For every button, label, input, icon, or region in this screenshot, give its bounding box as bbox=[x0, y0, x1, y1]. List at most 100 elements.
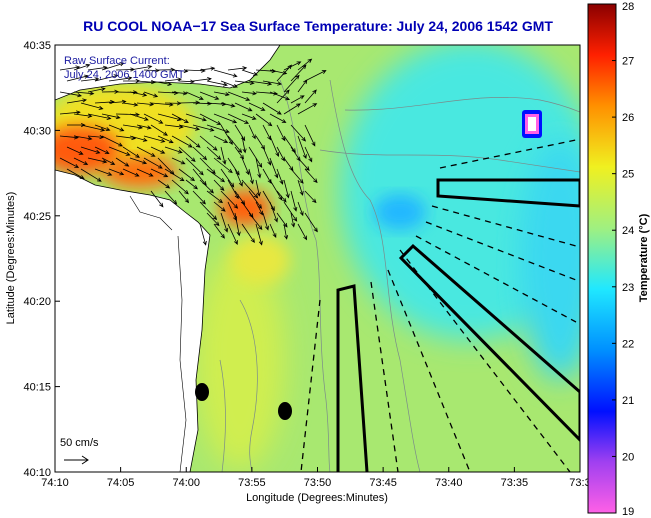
current-vector-arrow bbox=[269, 135, 280, 158]
current-vector-arrow bbox=[213, 135, 229, 143]
current-vector-arrow bbox=[150, 168, 169, 178]
current-vector-arrow bbox=[241, 135, 247, 154]
missing-data-patch bbox=[522, 110, 542, 138]
x-tick-label: 74:00 bbox=[172, 477, 200, 489]
current-vector-arrow bbox=[73, 135, 93, 141]
current-vector-arrow bbox=[290, 64, 307, 82]
current-vector-arrow bbox=[199, 201, 218, 221]
current-vector-arrow bbox=[73, 63, 91, 71]
current-vector-arrow bbox=[290, 95, 305, 104]
current-vector-arrow bbox=[66, 146, 84, 155]
current-vector-arrow bbox=[129, 91, 148, 97]
current-vector-arrow bbox=[157, 67, 176, 72]
current-vector-arrow bbox=[304, 124, 316, 147]
current-vector-arrow bbox=[122, 146, 140, 158]
chart-title: RU COOL NOAA−17 Sea Surface Temperature:… bbox=[83, 18, 553, 34]
current-vector-arrow bbox=[115, 157, 130, 167]
current-vector-arrow bbox=[220, 102, 236, 108]
current-vector-arrow bbox=[94, 168, 113, 176]
current-vector-arrow bbox=[192, 190, 206, 205]
current-vector-arrow bbox=[80, 146, 101, 154]
current-vector-arrow bbox=[94, 146, 110, 154]
current-vector-arrow bbox=[150, 124, 169, 136]
current-vector-arrow bbox=[164, 190, 178, 205]
current-vector-arrow bbox=[122, 124, 144, 130]
current-vector-arrow bbox=[276, 124, 286, 142]
current-vector-arrow bbox=[59, 110, 81, 115]
land-nj-coast bbox=[55, 170, 210, 472]
y-axis-ticks: 40:35 40:30 40:25 40:20 40:15 40:10 bbox=[23, 40, 60, 479]
current-vector-arrow bbox=[234, 102, 253, 112]
current-vector-arrow bbox=[213, 201, 226, 212]
current-vector-arrow bbox=[108, 124, 125, 132]
current-vector-arrow bbox=[304, 89, 317, 104]
current-vector-arrow bbox=[171, 68, 189, 74]
current-vector-arrow bbox=[297, 201, 304, 217]
current-vector-arrow bbox=[101, 113, 121, 120]
current-vector-arrow bbox=[220, 80, 238, 88]
current-vector-arrow bbox=[255, 223, 263, 246]
current-vector-arrow bbox=[248, 102, 266, 111]
current-vector-arrow bbox=[262, 146, 272, 166]
current-vector-arrow bbox=[66, 74, 89, 82]
current-vector-arrow bbox=[192, 124, 215, 132]
current-vector-arrow bbox=[143, 68, 160, 73]
current-vector-arrow bbox=[150, 80, 173, 86]
current-vector-arrow bbox=[227, 91, 251, 101]
current-vector-arrow bbox=[227, 135, 243, 154]
current-vector-arrow bbox=[283, 157, 294, 172]
current-vector-arrow bbox=[171, 91, 188, 96]
current-vector-arrow bbox=[73, 91, 95, 96]
current-vector-arrow bbox=[220, 212, 229, 233]
current-vector-arrow bbox=[80, 102, 104, 110]
sst-hot-plume bbox=[102, 156, 178, 188]
current-vector-arrow bbox=[255, 135, 266, 150]
vector-scale-label: 50 cm/s bbox=[60, 437, 99, 449]
current-vector-arrow bbox=[129, 113, 149, 121]
current-vector-arrow bbox=[122, 168, 140, 177]
surface-current-vectors bbox=[59, 58, 327, 246]
current-vector-arrow bbox=[290, 190, 298, 212]
current-vector-arrow bbox=[234, 146, 245, 160]
current-vector-arrow bbox=[136, 124, 152, 130]
current-vector-arrow bbox=[192, 146, 208, 161]
y-tick-label: 40:10 bbox=[23, 467, 51, 479]
current-vector-arrow bbox=[87, 135, 105, 140]
current-vector-arrow bbox=[108, 76, 133, 82]
x-tick-label: 73:35 bbox=[501, 477, 529, 489]
current-vector-arrow bbox=[80, 77, 100, 82]
colorbar-tick-label: 19 bbox=[622, 506, 634, 518]
current-vector-arrow bbox=[185, 91, 204, 100]
current-vector-arrow bbox=[185, 157, 204, 176]
river-line bbox=[177, 235, 187, 472]
current-vector-arrow bbox=[143, 91, 159, 98]
current-vector-arrow bbox=[255, 201, 263, 216]
x-tick-label: 74:05 bbox=[107, 477, 135, 489]
current-vector-arrow bbox=[206, 124, 230, 134]
current-vector-arrow bbox=[157, 135, 174, 144]
current-vector-arrow bbox=[248, 124, 256, 140]
current-vector-arrow bbox=[150, 102, 174, 107]
sst-cool-east bbox=[520, 140, 580, 380]
current-vector-arrow bbox=[304, 70, 327, 82]
current-vector-arrow bbox=[297, 179, 304, 196]
x-axis-ticks: 74:10 74:05 74:00 73:55 73:50 73:45 73:40 73:35… bbox=[41, 467, 591, 489]
current-vector-arrow bbox=[136, 168, 154, 177]
current-vector-arrow bbox=[136, 146, 156, 157]
current-vector-arrow bbox=[178, 146, 196, 163]
current-vector-arrow bbox=[290, 124, 307, 142]
current-vector-arrow bbox=[297, 58, 313, 71]
current-vector-arrow bbox=[297, 79, 308, 93]
current-vector-arrow bbox=[241, 69, 258, 76]
current-vector-arrow bbox=[269, 157, 279, 179]
colorbar-tick-label: 25 bbox=[622, 169, 634, 181]
current-vector-arrow bbox=[269, 223, 277, 239]
current-vector-arrow bbox=[150, 146, 166, 154]
sst-hot-cove bbox=[219, 190, 271, 226]
current-vector-arrow bbox=[178, 79, 195, 84]
current-vector-arrow bbox=[276, 168, 284, 185]
current-vector-arrow bbox=[59, 157, 80, 168]
current-vector-arrow bbox=[129, 64, 153, 71]
current-vector-arrow bbox=[283, 74, 300, 93]
